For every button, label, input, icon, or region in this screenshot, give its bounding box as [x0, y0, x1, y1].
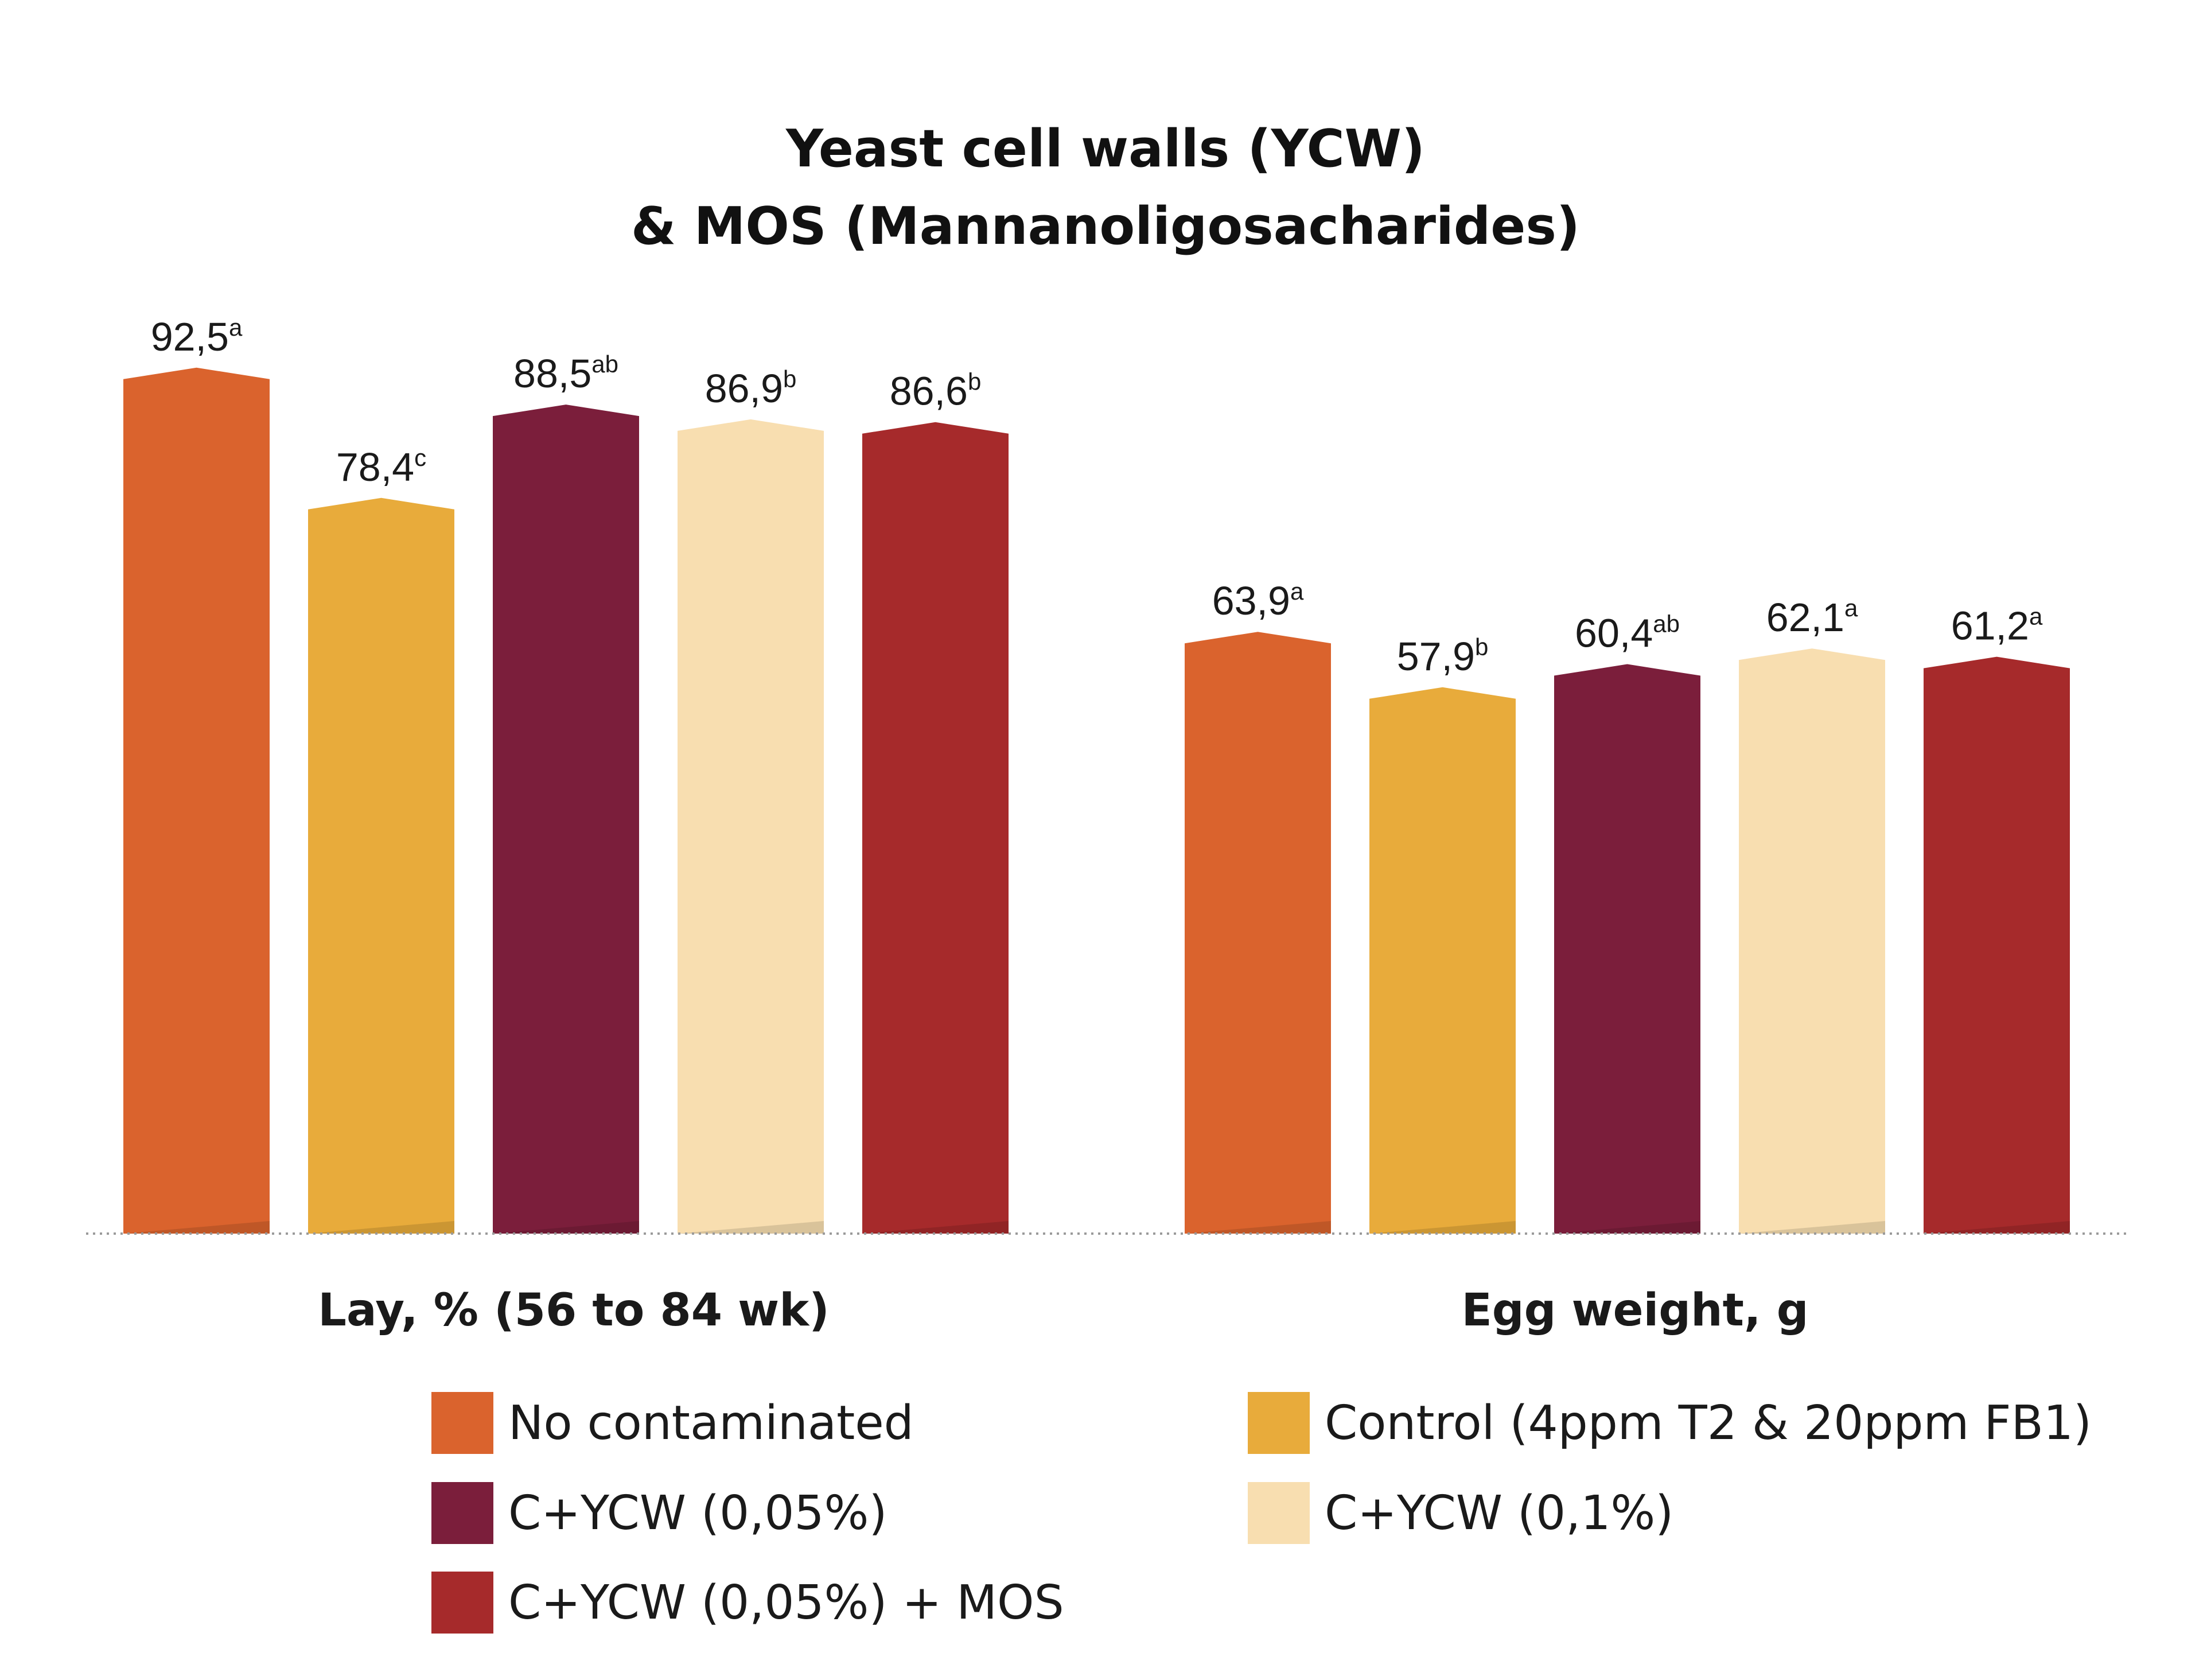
- chart-title-line-1: Yeast cell walls (YCW): [785, 119, 1425, 179]
- bar-series-4-category-2: [1739, 648, 1885, 1234]
- bar-series-4-category-1: [678, 419, 824, 1234]
- legend-swatch-5: [431, 1572, 493, 1634]
- bar-series-5-category-2: [1924, 656, 2070, 1234]
- bar-series-2-category-1: [308, 497, 454, 1234]
- legend-swatch-3: [431, 1482, 493, 1544]
- value-label-series-1-category-2: 63,9a: [1212, 578, 1304, 623]
- bar-shadow-series-2-category-1: [308, 1221, 454, 1234]
- value-label-series-4-category-2: 62,1a: [1766, 594, 1858, 640]
- legend-label-4: C+YCW (0,1%): [1325, 1486, 1673, 1541]
- bar-series-3-category-1: [493, 405, 639, 1234]
- legend-swatch-4: [1248, 1482, 1310, 1544]
- value-label-series-4-category-1: 86,9b: [705, 365, 797, 411]
- bar-shadow-series-2-category-2: [1369, 1221, 1516, 1234]
- legend-label-3: C+YCW (0,05%): [508, 1486, 887, 1541]
- bar-series-5-category-1: [862, 422, 1009, 1234]
- bar-series-3-category-2: [1554, 664, 1700, 1234]
- category-label-egg-weight: Egg weight, g: [1461, 1285, 1808, 1336]
- legend-swatch-1: [431, 1392, 493, 1454]
- bar-series-1-category-1: [123, 367, 270, 1234]
- legend-item-5: C+YCW (0,05%) + MOS: [431, 1572, 1064, 1634]
- legend-item-1: No contaminated: [431, 1392, 914, 1454]
- value-label-series-5-category-1: 86,6b: [890, 368, 982, 414]
- bar-shadow-series-4-category-2: [1739, 1221, 1885, 1234]
- bars: [123, 367, 2070, 1234]
- legend-label-5: C+YCW (0,05%) + MOS: [508, 1576, 1064, 1630]
- legend-label-2: Control (4ppm T2 & 20ppm FB1): [1325, 1396, 2092, 1450]
- value-labels: 92,5a 63,9a 78,4c 57,9b 88,5ab 60,4ab 86,9b 62,…: [151, 314, 2043, 679]
- value-label-series-5-category-2: 61,2a: [1951, 603, 2043, 648]
- bar-shadow-series-3-category-1: [493, 1221, 639, 1234]
- value-label-series-2-category-1: 78,4c: [336, 444, 426, 489]
- legend-swatch-2: [1248, 1392, 1310, 1454]
- category-label-lay: Lay, % (56 to 84 wk): [318, 1285, 829, 1336]
- legend-item-3: C+YCW (0,05%): [431, 1482, 887, 1544]
- category-labels: Lay, % (56 to 84 wk) Egg weight, g: [318, 1285, 1808, 1336]
- bar-shadow-series-3-category-2: [1554, 1221, 1700, 1234]
- legend-item-4: C+YCW (0,1%): [1248, 1482, 1673, 1544]
- value-label-series-2-category-2: 57,9b: [1397, 633, 1489, 679]
- bar-shadow-series-5-category-1: [862, 1221, 1009, 1234]
- bar-shadow-series-5-category-2: [1924, 1221, 2070, 1234]
- legend-item-2: Control (4ppm T2 & 20ppm FB1): [1248, 1392, 2092, 1454]
- legend-label-1: No contaminated: [508, 1396, 914, 1450]
- chart-title: Yeast cell walls (YCW) & MOS (Mannanolig…: [631, 119, 1580, 256]
- bar-shadow-series-4-category-1: [678, 1221, 824, 1234]
- bar-shadow-series-1-category-1: [123, 1221, 270, 1234]
- bar-shadow-series-1-category-2: [1185, 1221, 1331, 1234]
- value-label-series-3-category-2: 60,4ab: [1575, 610, 1680, 656]
- legend: No contaminated Control (4ppm T2 & 20ppm …: [431, 1392, 2092, 1634]
- bar-series-2-category-2: [1369, 687, 1516, 1234]
- bar-series-1-category-2: [1185, 632, 1331, 1234]
- value-label-series-1-category-1: 92,5a: [151, 314, 243, 359]
- chart-title-line-2: & MOS (Mannanoligosacharides): [631, 196, 1580, 256]
- value-label-series-3-category-1: 88,5ab: [513, 351, 618, 396]
